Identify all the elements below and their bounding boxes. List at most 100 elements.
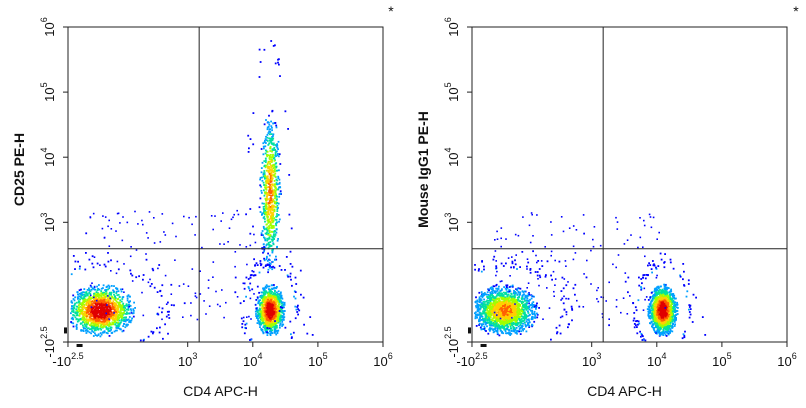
event-dot [512, 300, 514, 303]
event-dot [513, 307, 515, 309]
event-dot [78, 314, 81, 317]
event-dot [268, 262, 271, 264]
event-dot [270, 320, 273, 323]
event-dot [82, 321, 84, 323]
event-dot [264, 145, 267, 148]
event-dot [270, 208, 273, 211]
event-dot [258, 271, 261, 274]
y-tick-base: -10 [42, 339, 57, 358]
event-dot [511, 301, 513, 304]
event-dot [531, 324, 534, 327]
event-dot [250, 274, 253, 276]
event-dot [267, 132, 270, 134]
event-dot [95, 326, 98, 329]
event-dot [268, 237, 270, 240]
event-dot [121, 314, 124, 316]
event-dot [510, 285, 512, 288]
event-dot [275, 311, 278, 313]
event-dot [74, 316, 77, 319]
event-dot [506, 295, 509, 298]
event-dot [508, 289, 510, 291]
event-dot [264, 152, 267, 155]
event-dot [110, 293, 112, 296]
event-dot [273, 230, 276, 232]
event-dot [488, 306, 491, 309]
event-dot [497, 309, 499, 311]
event-dot [505, 284, 508, 287]
event-dot [251, 270, 253, 272]
event-dot [216, 303, 219, 306]
event-dot [265, 139, 268, 142]
event-dot [161, 213, 164, 215]
event-dot [86, 293, 89, 296]
event-dot [82, 326, 85, 329]
event-dot [522, 329, 524, 332]
event-dot [81, 297, 83, 300]
event-dot [501, 309, 503, 311]
event-dot [261, 179, 264, 182]
event-dot [117, 304, 120, 307]
event-dot [152, 269, 155, 272]
event-dot [89, 316, 91, 319]
event-dot [492, 287, 494, 290]
event-dot [488, 318, 491, 320]
event-dot [101, 300, 103, 302]
event-dot [556, 331, 559, 333]
event-dot [488, 328, 491, 331]
event-dot [284, 326, 287, 329]
event-dot [272, 316, 275, 319]
event-dot [108, 291, 111, 294]
event-dot [492, 313, 495, 316]
event-dot [273, 189, 276, 191]
event-dot [585, 276, 588, 279]
event-dot [514, 305, 517, 307]
event-dot [262, 142, 265, 145]
event-dot [158, 264, 161, 266]
event-dot [295, 283, 298, 285]
event-dot [269, 137, 272, 140]
event-dot [294, 291, 297, 293]
event-dot [478, 320, 481, 322]
event-dot [157, 267, 159, 270]
event-dot [514, 293, 516, 295]
event-dot [96, 306, 98, 309]
event-dot [111, 305, 114, 308]
event-dot [130, 308, 132, 311]
event-dot [267, 324, 270, 327]
event-dot [72, 308, 75, 311]
event-dot [273, 308, 276, 310]
event-dot [89, 301, 92, 304]
event-dot [262, 217, 265, 219]
event-dot [268, 218, 271, 221]
event-dot [528, 321, 531, 324]
event-dot [509, 334, 512, 336]
event-dot [516, 332, 518, 335]
event-dot [161, 284, 164, 287]
event-dot [190, 314, 192, 317]
event-dot [514, 308, 517, 311]
event-dot [110, 326, 113, 329]
event-dot [273, 266, 276, 269]
event-dot [269, 259, 271, 262]
event-dot [284, 110, 287, 113]
event-dot [503, 316, 505, 319]
event-dot [524, 315, 526, 317]
event-dot [271, 149, 274, 152]
event-dot [72, 294, 75, 297]
event-dot [262, 298, 265, 301]
event-dot [105, 314, 107, 316]
event-dot [91, 304, 94, 307]
event-dot [272, 225, 275, 227]
event-dot [523, 312, 526, 315]
event-dot [183, 215, 185, 218]
event-dot [79, 310, 82, 313]
event-dot [103, 293, 106, 295]
event-dot [494, 323, 497, 325]
event-dot [492, 319, 495, 322]
event-dot [289, 263, 292, 265]
event-dot [277, 313, 280, 316]
event-dot [497, 303, 500, 306]
event-dot [499, 321, 501, 324]
event-dot [102, 326, 105, 328]
event-dot [273, 208, 276, 211]
